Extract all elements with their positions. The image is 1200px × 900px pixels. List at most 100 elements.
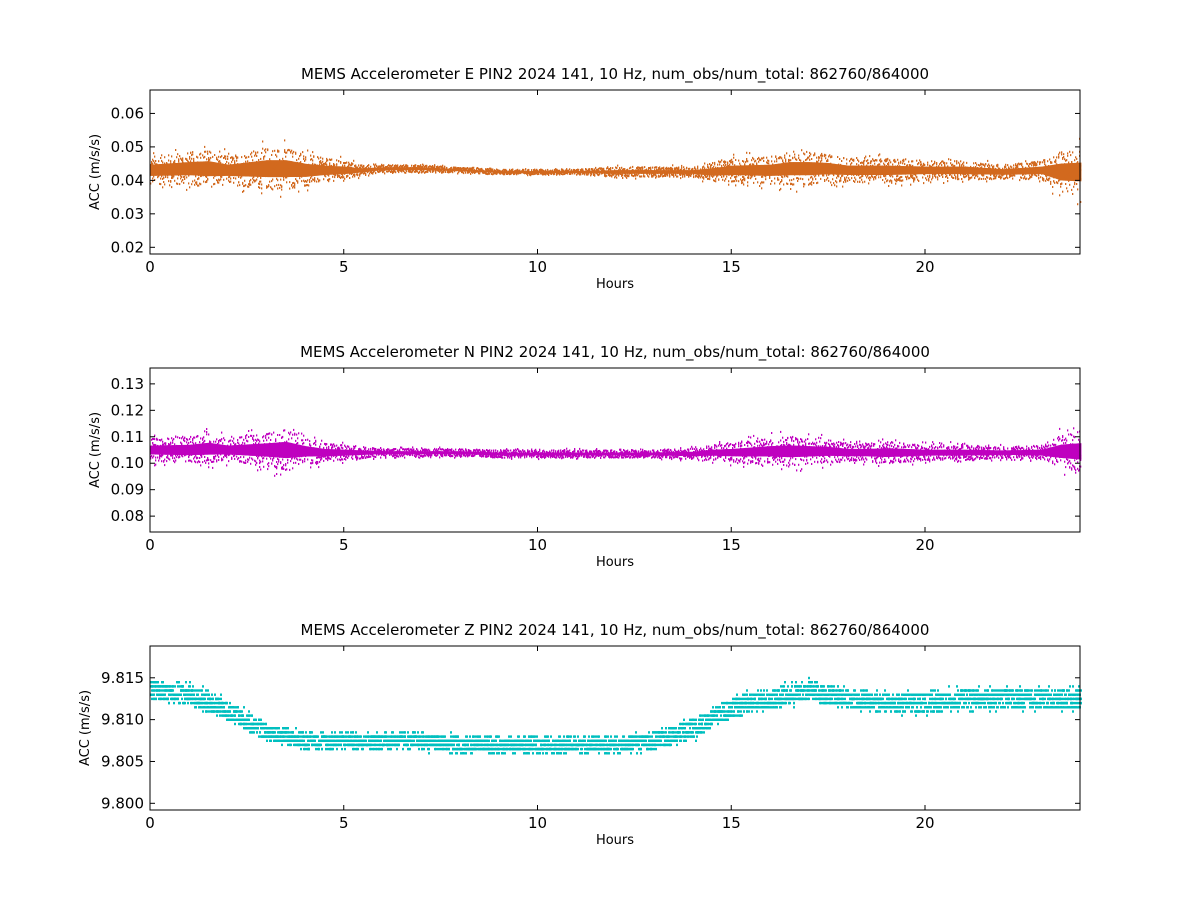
data-point [879,167,881,170]
data-point [845,178,847,181]
data-point [650,170,652,173]
data-band-segment [230,164,232,176]
data-point [358,170,360,173]
data-point [387,168,389,171]
data-point [925,169,927,172]
data-point [495,172,497,175]
data-point [660,168,662,171]
data-point [943,161,945,164]
data-point [263,163,265,166]
data-band-segment [813,162,815,175]
data-point [868,162,870,165]
data-point [915,174,917,177]
data-point [734,164,736,167]
data-point [1038,174,1040,177]
data-point [635,177,637,180]
data-band-segment [306,163,308,177]
data-point [157,456,159,459]
data-point [417,165,419,168]
data-point [315,163,317,166]
data-point [624,168,626,171]
data-point [701,174,703,177]
data-band-segment [884,165,886,175]
data-point [647,170,649,173]
data-point [1024,176,1026,179]
data-point [1013,167,1015,170]
data-point [904,169,906,172]
data-band-segment [182,162,184,176]
data-point [553,173,555,176]
data-point [372,172,374,175]
data-band-segment [810,162,812,176]
data-point [801,149,803,152]
data-point [466,168,468,171]
data-band-segment [1044,166,1046,175]
data-band-segment [256,161,258,177]
data-point [982,174,984,177]
data-point [784,154,786,157]
data-point [327,172,329,175]
data-point [310,158,312,161]
data-point [1059,178,1061,181]
data-point [160,439,162,442]
data-point [312,162,314,165]
data-point [532,171,534,174]
data-point [1006,176,1008,178]
data-point [1053,176,1055,179]
data-point [691,172,693,174]
data-point [667,167,669,170]
data-point [594,174,596,177]
data-point [939,163,941,166]
data-point [600,167,602,170]
data-band-segment [850,165,852,175]
data-point [490,169,492,172]
data-band-segment [951,166,953,175]
data-point [1026,168,1028,171]
data-point [739,172,741,175]
data-point [843,167,845,170]
data-point [212,173,214,175]
data-point [378,165,380,168]
data-band-segment [762,164,764,176]
data-point [610,171,612,174]
data-band-segment [172,163,174,176]
data-point [1022,173,1024,176]
data-point [780,173,782,176]
data-point [257,151,259,154]
data-point [990,170,992,173]
data-band-segment [209,161,211,177]
data-point [636,167,638,170]
data-point [214,170,216,172]
data-point [243,162,245,165]
data-point [543,171,545,174]
data-point [728,180,730,183]
data-point [273,161,275,164]
data-point [711,164,713,166]
data-point [744,179,746,182]
data-band-segment [233,164,235,177]
data-point [237,163,239,166]
data-point [796,166,798,169]
data-band-segment [906,166,908,175]
data-band-segment [253,161,255,177]
data-point [856,173,858,176]
data-point [1011,172,1013,175]
data-band-segment [792,162,794,176]
data-point [992,166,994,168]
data-point [845,180,847,183]
data-band-segment [665,170,667,174]
data-point [441,169,443,172]
data-point [199,461,201,463]
data-band-segment [801,162,803,176]
data-point [767,159,769,162]
data-point [187,168,189,171]
data-point [938,169,940,172]
data-point [486,172,488,175]
data-point [267,149,269,152]
data-point [217,181,219,184]
data-point [1049,174,1051,176]
data-point [1004,166,1006,169]
data-point [837,174,839,177]
data-point [727,165,729,168]
data-point [770,167,772,170]
